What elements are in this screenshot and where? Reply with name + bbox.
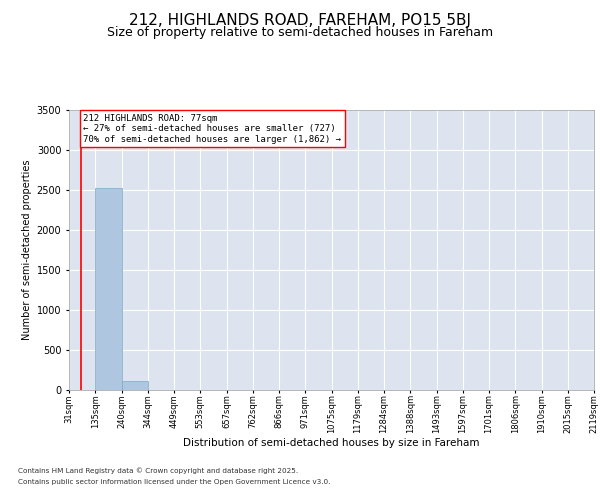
Text: 212, HIGHLANDS ROAD, FAREHAM, PO15 5BJ: 212, HIGHLANDS ROAD, FAREHAM, PO15 5BJ bbox=[129, 12, 471, 28]
Text: Contains public sector information licensed under the Open Government Licence v3: Contains public sector information licen… bbox=[18, 479, 331, 485]
X-axis label: Distribution of semi-detached houses by size in Fareham: Distribution of semi-detached houses by … bbox=[183, 438, 480, 448]
Y-axis label: Number of semi-detached properties: Number of semi-detached properties bbox=[22, 160, 32, 340]
Bar bbox=[121, 381, 148, 390]
Text: 212 HIGHLANDS ROAD: 77sqm
← 27% of semi-detached houses are smaller (727)
70% of: 212 HIGHLANDS ROAD: 77sqm ← 27% of semi-… bbox=[83, 114, 341, 144]
Text: Contains HM Land Registry data © Crown copyright and database right 2025.: Contains HM Land Registry data © Crown c… bbox=[18, 468, 298, 474]
Bar bbox=[95, 188, 121, 390]
Text: Size of property relative to semi-detached houses in Fareham: Size of property relative to semi-detach… bbox=[107, 26, 493, 39]
